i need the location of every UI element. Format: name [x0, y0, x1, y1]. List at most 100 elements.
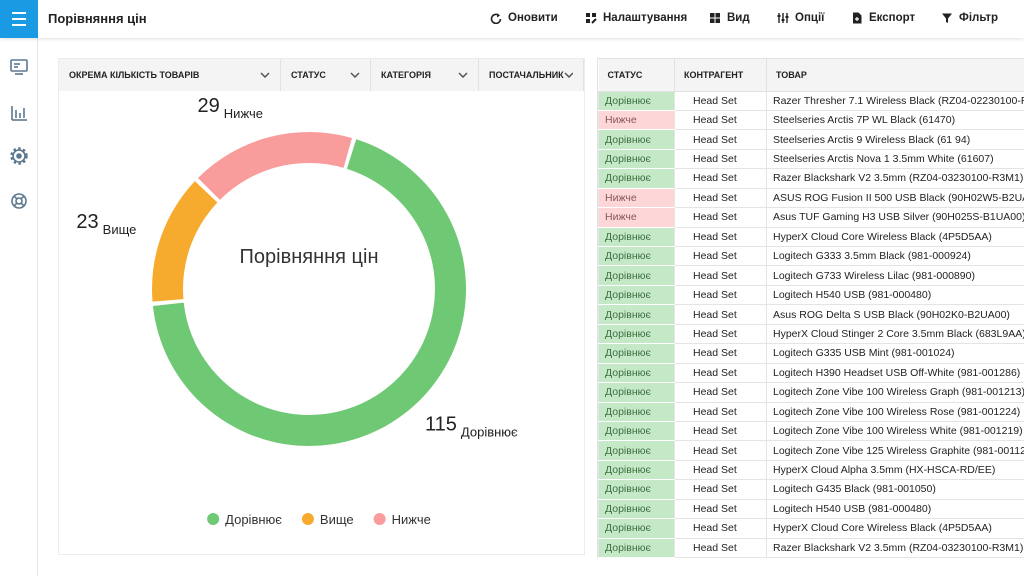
product-cell: HyperX Cloud Core Wireless Black (4P5D5A…: [766, 518, 1024, 539]
counterparty-cell: Head Set: [674, 420, 767, 442]
product-cell: Asus ROG Delta S USB Black (90H02K0-B2UA…: [766, 304, 1024, 325]
table-row[interactable]: Дорівнює Head Set Razer Blackshark V2 3.5m…: [598, 537, 1024, 558]
status-cell: Дорівнює: [598, 226, 675, 248]
data-label-value: 29: [198, 95, 220, 117]
data-label-value: 115: [425, 414, 457, 436]
chevron-icon: [564, 72, 573, 78]
toolbar-label: Фільтр: [959, 12, 999, 24]
toolbar-label: Вид: [727, 12, 750, 24]
product-cell: Steelseries Arctis 7P WL Black (61470): [766, 109, 1024, 131]
table-row[interactable]: Дорівнює Head Set Logitech Zone Vibe 125 W…: [598, 440, 1024, 461]
table-row[interactable]: Дорівнює Head Set Logitech G333 3.5mm Blac…: [598, 245, 1024, 267]
product-cell: Logitech Zone Vibe 100 Wireless Graph (9…: [766, 382, 1024, 403]
data-label-category: Вище: [103, 222, 137, 237]
filter-label: ПОСТАЧАЛЬНИК: [489, 70, 564, 80]
toolbar-icon: [710, 13, 720, 23]
status-cell: Дорівнює: [598, 129, 675, 150]
product-cell: HyperX Cloud Core Wireless Black (4P5D5A…: [766, 226, 1024, 248]
counterparty-cell: Head Set: [674, 129, 767, 150]
filter-dropdown[interactable]: КАТЕГОРІЯ: [371, 59, 479, 91]
filter-dropdown[interactable]: ПОСТАЧАЛЬНИК: [479, 59, 584, 91]
toolbar-button[interactable]: Опції: [777, 12, 824, 24]
counterparty-cell: Head Set: [674, 323, 767, 345]
product-cell: Logitech H390 Headset USB Off-White (981…: [766, 362, 1024, 384]
table-row[interactable]: Нижче Head Set ASUS ROG Fusion II 500 USB …: [598, 187, 1024, 209]
counterparty-cell: Head Set: [674, 207, 767, 228]
table-row[interactable]: Дорівнює Head Set Razer Blackshark V2 3.5m…: [598, 168, 1024, 189]
status-cell: Дорівнює: [598, 90, 675, 111]
table-row[interactable]: Дорівнює Head Set Logitech G335 USB Mint (…: [598, 343, 1024, 364]
filter-label: ОКРЕМА КІЛЬКІСТЬ ТОВАРІВ: [69, 70, 200, 80]
toolbar-button[interactable]: Вид: [709, 12, 750, 24]
toolbar-button[interactable]: Фільтр: [941, 12, 998, 24]
counterparty-cell: Head Set: [674, 382, 767, 403]
status-cell: Дорівнює: [598, 265, 675, 286]
menu-button[interactable]: [0, 0, 38, 38]
product-cell: Logitech H540 USB (981-000480): [766, 284, 1024, 306]
product-cell: HyperX Cloud Alpha 3.5mm (HX-HSCA-RD/EE): [766, 459, 1024, 481]
table-row[interactable]: Дорівнює Head Set Razer Thresher 7.1 Wirel…: [598, 90, 1024, 111]
table-row[interactable]: Дорівнює Head Set Steelseries Arctis Nova …: [598, 148, 1024, 170]
table-row[interactable]: Дорівнює Head Set Asus ROG Delta S USB Bla…: [598, 304, 1024, 325]
product-cell: Logitech G733 Wireless Lilac (981-000890…: [766, 265, 1024, 286]
sidebar-icons: [10, 59, 28, 209]
table-body: Дорівнює Head Set Razer Thresher 7.1 Wirel…: [598, 90, 1024, 558]
table-row[interactable]: Дорівнює Head Set HyperX Cloud Core Wirele…: [598, 518, 1024, 539]
table-row[interactable]: Дорівнює Head Set Logitech Zone Vibe 100 W…: [598, 401, 1024, 422]
toolbar-label: Налаштування: [603, 12, 688, 24]
toolbar-button[interactable]: Оновити: [490, 12, 558, 24]
table-row[interactable]: Дорівнює Head Set Logitech G435 Black (981…: [598, 479, 1024, 500]
filter-bar: ОКРЕМА КІЛЬКІСТЬ ТОВАРІВ СТАТУС КАТЕГОРІЯ П…: [59, 59, 584, 91]
legend-item[interactable]: Нижче: [373, 512, 431, 527]
menu-icon: [12, 12, 26, 26]
filter-dropdown[interactable]: ОКРЕМА КІЛЬКІСТЬ ТОВАРІВ: [59, 59, 281, 91]
column-header: КОНТРАГЕНТ: [674, 59, 767, 92]
status-cell: Дорівнює: [598, 382, 675, 403]
legend: Дорівнює Вище Нижче: [207, 512, 431, 527]
chart-icon[interactable]: [11, 106, 27, 121]
table-row[interactable]: Дорівнює Head Set Logitech Zone Vibe 100 W…: [598, 420, 1024, 442]
dashboard-icon[interactable]: [10, 59, 28, 75]
counterparty-cell: Head Set: [674, 187, 767, 209]
toolbar-label: Експорт: [869, 12, 916, 24]
donut-chart: 115 Дорівнює 23 Вище 29 Нижче Дорівнює Вище Нижч…: [76, 95, 518, 527]
counterparty-cell: Head Set: [674, 168, 767, 189]
table-row[interactable]: Дорівнює Head Set Logitech H540 USB (981-0…: [598, 284, 1024, 306]
donut-segment: [197, 132, 353, 200]
help-icon[interactable]: [11, 193, 27, 209]
legend-item[interactable]: Дорівнює: [207, 512, 282, 527]
counterparty-cell: Head Set: [674, 90, 767, 111]
counterparty-cell: Head Set: [674, 479, 767, 500]
counterparty-cell: Head Set: [674, 304, 767, 325]
counterparty-cell: Head Set: [674, 498, 767, 520]
settings-icon[interactable]: [10, 147, 28, 165]
status-cell: Дорівнює: [598, 401, 675, 422]
counterparty-cell: Head Set: [674, 343, 767, 364]
toolbar-button[interactable]: Експорт: [851, 12, 915, 24]
product-cell: Steelseries Arctis 9 Wireless Black (61 …: [766, 129, 1024, 150]
counterparty-cell: Head Set: [674, 284, 767, 306]
status-cell: Нижче: [598, 109, 675, 131]
table-row[interactable]: Дорівнює Head Set HyperX Cloud Core Wirele…: [598, 226, 1024, 248]
table-row[interactable]: Нижче Head Set Asus TUF Gaming H3 USB Silv…: [598, 207, 1024, 228]
data-label: 29 Нижче: [198, 95, 263, 121]
table-row[interactable]: Дорівнює Head Set Logitech H390 Headset US…: [598, 362, 1024, 384]
legend-label: Дорівнює: [225, 512, 282, 527]
legend-label: Нижче: [392, 512, 431, 527]
status-cell: Дорівнює: [598, 323, 675, 345]
table-row[interactable]: Дорівнює Head Set Steelseries Arctis 9 Wir…: [598, 129, 1024, 150]
legend-item[interactable]: Вище: [301, 512, 354, 527]
status-cell: Дорівнює: [598, 168, 675, 189]
toolbar-button[interactable]: Налаштування: [585, 12, 687, 24]
table-row[interactable]: Дорівнює Head Set Logitech G733 Wireless L…: [598, 265, 1024, 286]
toolbar-icon: [942, 13, 952, 23]
table-row[interactable]: Дорівнює Head Set HyperX Cloud Alpha 3.5mm…: [598, 459, 1024, 481]
filter-dropdown[interactable]: СТАТУС: [281, 59, 371, 91]
chevron-icon: [350, 72, 360, 78]
product-cell: Razer Thresher 7.1 Wireless Black (RZ04-…: [766, 90, 1024, 111]
product-cell: Logitech G435 Black (981-001050): [766, 479, 1024, 500]
table-row[interactable]: Нижче Head Set Steelseries Arctis 7P WL Bl…: [598, 109, 1024, 131]
table-row[interactable]: Дорівнює Head Set HyperX Cloud Stinger 2 C…: [598, 323, 1024, 345]
table-row[interactable]: Дорівнює Head Set Logitech Zone Vibe 100 W…: [598, 382, 1024, 403]
table-row[interactable]: Дорівнює Head Set Logitech H540 USB (981-0…: [598, 498, 1024, 520]
